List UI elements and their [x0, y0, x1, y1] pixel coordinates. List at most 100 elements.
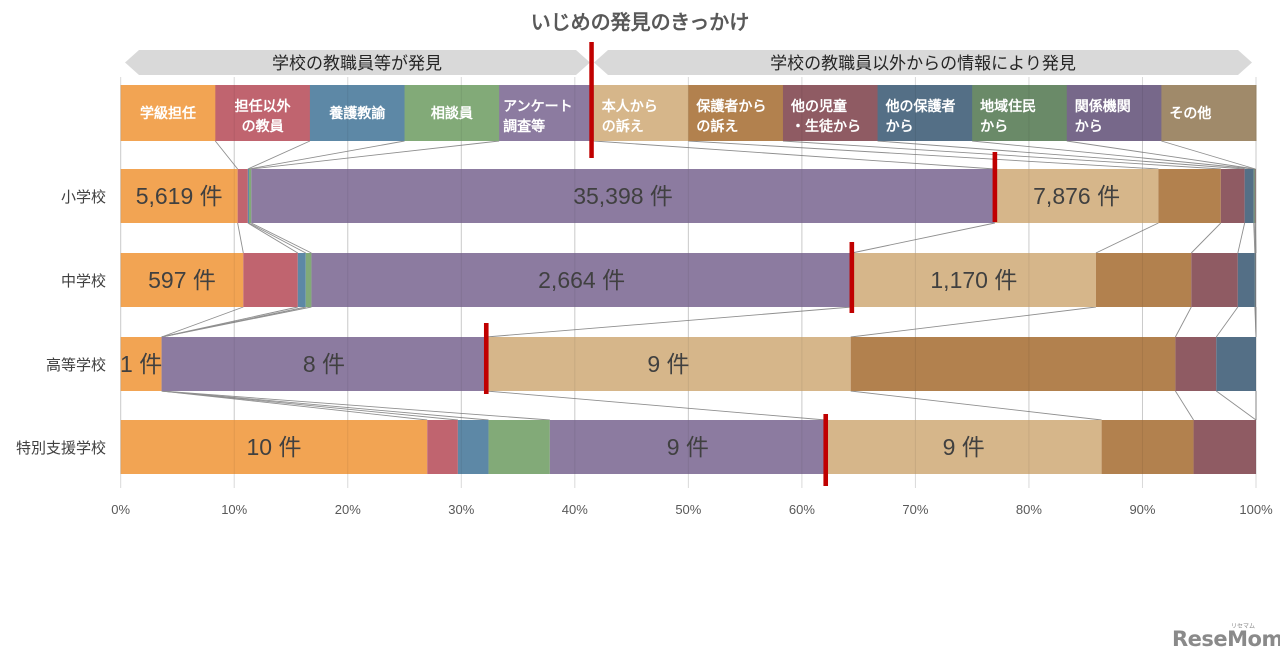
data-label-elementary-school-survey: 35,398 件: [573, 183, 673, 209]
bar-segment-guardian-report: [1158, 169, 1221, 223]
banner-other-information-label: 学校の教職員以外からの情報により発見: [770, 54, 1076, 74]
data-label-junior-high-school-survey: 2,664 件: [538, 267, 625, 293]
bar-segment-related-agency-report: [1255, 253, 1257, 307]
logo-text: ReseMom: [1172, 627, 1280, 651]
legend-swatch: [215, 85, 311, 141]
bar-segment-self-report: [486, 337, 851, 391]
data-label-elementary-school-self-report: 7,876 件: [1033, 183, 1120, 209]
group-banners: 学校の教職員等が発見 学校の教職員以外からの情報により発見: [125, 50, 1252, 75]
legend-label: 相談員: [431, 105, 473, 122]
data-label-elementary-school-homeroom-teacher: 5,619 件: [136, 183, 223, 209]
legend-label: 関係機関から: [1075, 98, 1131, 135]
connector-line: [237, 222, 244, 254]
category-label-high-school: 高等学校: [46, 356, 106, 374]
legend-label-line: 他の児童: [790, 98, 847, 115]
x-tick-label: 10%: [221, 502, 247, 517]
connector-line: [161, 306, 312, 338]
bar-segment-homeroom-teacher: [120, 420, 428, 474]
legend-item-other-teacher: 担任以外の教員: [215, 85, 311, 141]
bar-row-high-school: [120, 337, 1256, 391]
group-split-marker-high-school: [483, 323, 489, 394]
legend-label-line: 調査等: [503, 118, 545, 135]
legend-swatch: [499, 85, 595, 141]
group-split-markers: [483, 152, 998, 486]
legend-item-other-student-report: 他の児童・生徒から: [782, 85, 879, 141]
bar-segment-counselor: [305, 253, 312, 307]
connector-line: [1174, 306, 1192, 338]
connector-line: [1237, 222, 1246, 254]
legend-swatch: [593, 85, 689, 141]
legend-label-line: 学級担任: [140, 105, 196, 122]
legend-label: 学級担任: [140, 105, 196, 122]
connector-line: [1215, 306, 1239, 338]
bar-segment-school-nurse: [297, 253, 306, 307]
connector-line: [850, 390, 1102, 421]
x-tick-label: 100%: [1239, 502, 1273, 517]
legend-label-line: その他: [1169, 105, 1211, 122]
banner-school-staff: [125, 50, 590, 75]
bar-segment-survey: [549, 420, 826, 474]
bar-segment-other-guardian-report: [1216, 337, 1256, 391]
bar-segment-related-agency-report: [1254, 169, 1256, 223]
legend-label-line: 保護者から: [695, 98, 766, 115]
legend-item-school-nurse: 養護教諭: [309, 85, 406, 141]
bar-segment-homeroom-teacher: [120, 337, 162, 391]
legend-swatch: [404, 85, 500, 141]
legend-label-line: 地域住民: [980, 98, 1036, 115]
legend-label: 本人からの訴え: [602, 98, 658, 135]
bar-segment-self-report: [851, 253, 1096, 307]
data-label-special-needs-school-survey: 9 件: [667, 434, 709, 460]
category-label-elementary-school: 小学校: [61, 188, 106, 206]
legend-item-other: その他: [1161, 85, 1257, 141]
legend-label: 保護者からの訴え: [695, 98, 766, 135]
legend-item-guardian-report: 保護者からの訴え: [688, 85, 784, 141]
bar-segment-school-nurse: [457, 420, 489, 474]
header-group-split-marker: [589, 42, 594, 158]
chart-title: いじめの発見のきっかけ: [531, 10, 750, 34]
x-tick-label: 80%: [1016, 502, 1042, 517]
x-tick-label: 50%: [675, 502, 701, 517]
data-labels: 5,619 件 35,398 件 7,876 件 597 件 2,664 件 1,170 …: [120, 183, 1120, 460]
bar-segment-other-student-report: [1191, 253, 1238, 307]
data-label-junior-high-school-homeroom-teacher: 597 件: [148, 267, 216, 293]
legend-label-line: 本人から: [602, 98, 658, 115]
connector-line: [486, 306, 852, 338]
data-label-high-school-self-report: 9 件: [647, 351, 689, 377]
connector-line: [1095, 222, 1159, 254]
resemom-logo: ReseMom リセマム: [1172, 623, 1280, 651]
bar-segment-guardian-report: [1095, 253, 1192, 307]
legend-label-line: ・生徒から: [791, 118, 861, 135]
bar-segment-survey: [161, 337, 487, 391]
category-label-junior-high-school: 中学校: [61, 272, 106, 290]
legend-swatch: [782, 85, 879, 141]
legend-label-line: 関係機関: [1075, 98, 1131, 115]
bar-segment-survey: [251, 169, 995, 223]
connector-line: [782, 140, 1221, 170]
bar-segment-other-teacher: [237, 169, 248, 223]
bar-segment-self-report: [994, 169, 1159, 223]
connector-line: [161, 306, 244, 338]
connector-line: [161, 390, 550, 421]
legend-item-local-resident-report: 地域住民から: [972, 85, 1068, 141]
group-split-marker-special-needs-school: [823, 414, 829, 486]
bar-segment-survey: [311, 253, 852, 307]
legend-label-line: から: [1075, 119, 1103, 135]
connector-line: [1190, 222, 1222, 254]
connector-line: [1254, 222, 1257, 254]
legend-item-counselor: 相談員: [404, 85, 500, 141]
data-label-high-school-homeroom-teacher: 1 件: [120, 351, 162, 377]
banner-other-information: [594, 50, 1252, 75]
legend-label-line: の教員: [242, 118, 284, 135]
legend-item-other-guardian-report: 他の保護者から: [877, 85, 973, 141]
legend-swatch: [688, 85, 784, 141]
data-label-special-needs-school-homeroom-teacher: 10 件: [246, 434, 301, 460]
legend-label: 地域住民から: [980, 98, 1036, 135]
data-label-special-needs-school-self-report: 9 件: [943, 434, 985, 460]
x-tick-label: 30%: [448, 502, 474, 517]
legend-label-line: アンケート: [503, 99, 572, 115]
bar-segment-homeroom-teacher: [120, 253, 244, 307]
connector-line: [247, 222, 299, 254]
bar-row-special-needs-school: [120, 420, 1256, 474]
bar-segment-counselor: [488, 420, 550, 474]
